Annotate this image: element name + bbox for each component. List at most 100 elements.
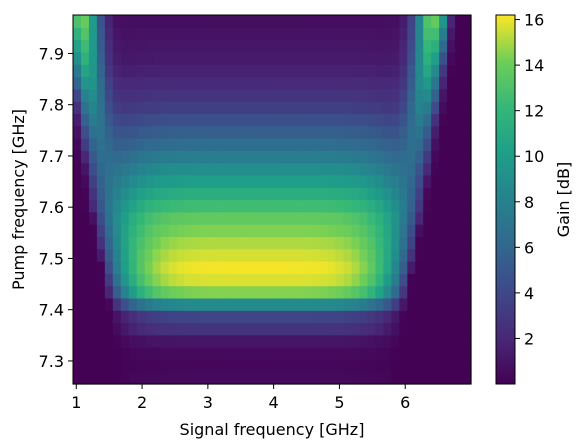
heatmap-cell — [351, 236, 361, 250]
heatmap-cell — [407, 236, 416, 250]
heatmap-cell — [295, 347, 305, 360]
heatmap-cell — [232, 285, 241, 299]
heatmap-cell — [431, 248, 440, 262]
heatmap-cell — [439, 64, 448, 78]
heatmap-cell — [208, 211, 217, 225]
heatmap-cell — [391, 51, 400, 65]
heatmap-cell — [96, 211, 106, 225]
heatmap-cell — [96, 39, 106, 53]
heatmap-cell — [232, 51, 241, 65]
heatmap-cell — [88, 113, 98, 127]
heatmap-cell — [279, 261, 289, 274]
heatmap-cell — [415, 101, 424, 114]
heatmap-cell — [407, 27, 416, 41]
heatmap-cell — [104, 297, 114, 311]
heatmap-cell — [136, 224, 146, 237]
heatmap-cell — [128, 113, 138, 127]
heatmap-cell — [463, 371, 472, 385]
heatmap-cell — [335, 236, 345, 250]
heatmap-cell — [455, 199, 464, 213]
heatmap-cell — [303, 297, 313, 311]
heatmap-cell — [216, 88, 225, 102]
heatmap-cell — [232, 88, 241, 102]
heatmap-cell — [248, 174, 257, 188]
heatmap-cell — [184, 88, 193, 102]
heatmap-cell — [351, 273, 361, 287]
heatmap-cell — [431, 64, 440, 78]
heatmap-cell — [359, 113, 369, 127]
heatmap-cell — [319, 150, 329, 164]
heatmap-cell — [319, 211, 329, 225]
heatmap-cell — [415, 88, 424, 102]
heatmap-cell — [216, 64, 225, 78]
heatmap-cell — [375, 322, 385, 336]
heatmap-cell — [303, 347, 313, 360]
heatmap-cell — [375, 248, 385, 262]
heatmap-cell — [136, 150, 146, 164]
heatmap-cell — [303, 174, 313, 188]
heatmap-cell — [136, 248, 146, 262]
heatmap-cell — [128, 273, 138, 287]
heatmap-cell — [311, 101, 321, 114]
heatmap-cell — [303, 125, 313, 139]
heatmap-cell — [399, 334, 408, 348]
heatmap-cell — [327, 199, 337, 213]
heatmap-cell — [224, 174, 233, 188]
heatmap-cell — [264, 310, 273, 324]
heatmap-cell — [152, 371, 162, 385]
heatmap-cell — [73, 51, 82, 65]
heatmap-cell — [279, 347, 289, 360]
heatmap-cell — [144, 248, 154, 262]
heatmap-cell — [351, 187, 361, 201]
heatmap-cell — [88, 101, 98, 114]
heatmap-cell — [447, 88, 456, 102]
colorbar-tick-label: 10 — [524, 147, 544, 166]
heatmap-cell — [96, 322, 106, 336]
heatmap-cell — [335, 88, 345, 102]
heatmap-cell — [73, 285, 82, 299]
heatmap-cell — [160, 125, 170, 139]
heatmap-cell — [391, 359, 400, 373]
heatmap-cell — [264, 211, 273, 225]
heatmap-cell — [303, 88, 313, 102]
heatmap-cell — [128, 297, 138, 311]
heatmap-cell — [104, 162, 114, 176]
heatmap-cell — [407, 261, 416, 274]
heatmap-cell — [447, 138, 456, 151]
heatmap-cell — [96, 224, 106, 237]
heatmap-cell — [415, 64, 424, 78]
heatmap-cell — [104, 174, 114, 188]
heatmap-cell — [256, 76, 265, 90]
heatmap-cell — [216, 113, 225, 127]
heatmap-cell — [391, 76, 400, 90]
heatmap-cell — [224, 162, 233, 176]
heatmap-cell — [104, 322, 114, 336]
heatmap-cell — [327, 273, 337, 287]
heatmap-cell — [264, 199, 273, 213]
heatmap-cell — [447, 359, 456, 373]
heatmap-cell — [272, 125, 281, 139]
heatmap-cell — [200, 15, 209, 28]
heatmap-cell — [415, 248, 424, 262]
heatmap-cell — [168, 125, 178, 139]
heatmap-cell — [256, 199, 265, 213]
heatmap-cell — [256, 236, 265, 250]
heatmap-cell — [439, 322, 448, 336]
heatmap-cell — [295, 101, 305, 114]
heatmap-cell — [80, 310, 90, 324]
heatmap-cell — [295, 64, 305, 78]
heatmap-cell — [447, 27, 456, 41]
heatmap-cell — [192, 64, 201, 78]
heatmap-cell — [208, 125, 217, 139]
heatmap-cell — [73, 15, 82, 28]
heatmap-cell — [88, 174, 98, 188]
heatmap-cell — [104, 76, 114, 90]
heatmap-cell — [80, 199, 90, 213]
heatmap-cell — [256, 162, 265, 176]
heatmap-cell — [112, 236, 122, 250]
heatmap-cell — [168, 285, 178, 299]
heatmap-cell — [319, 51, 329, 65]
heatmap-cell — [415, 347, 424, 360]
heatmap-cell — [319, 88, 329, 102]
heatmap-cell — [144, 125, 154, 139]
